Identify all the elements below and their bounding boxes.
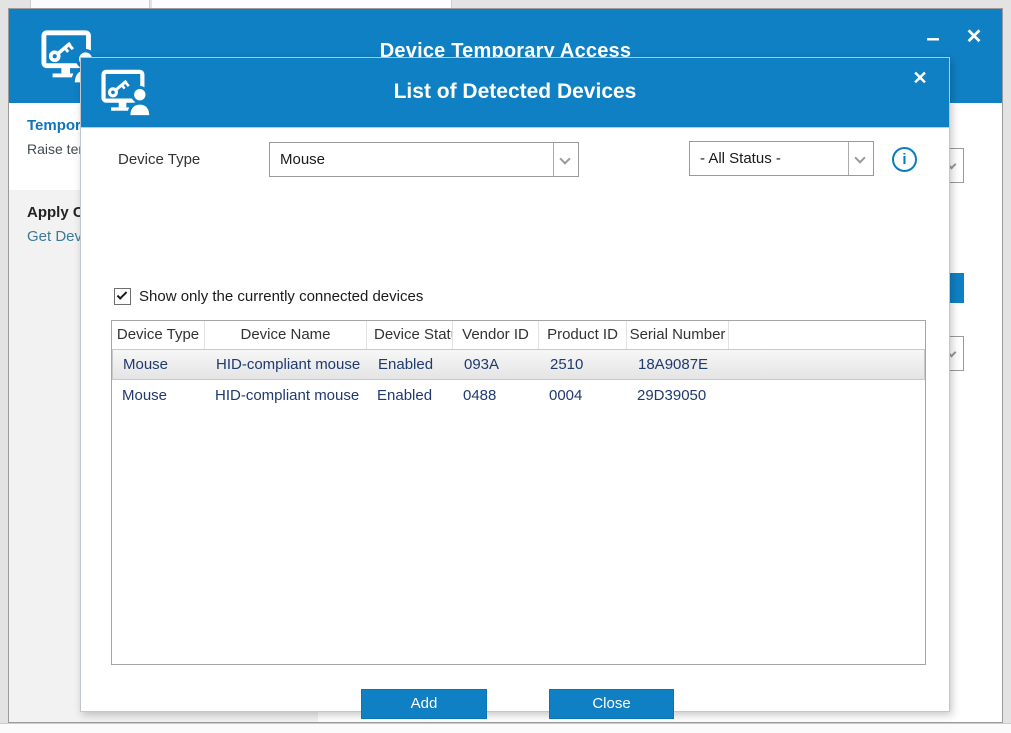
column-header-device-status[interactable]: Device Status (367, 321, 453, 349)
dialog-titlebar: List of Detected Devices ✕ (81, 58, 949, 128)
status-filter-dropdown[interactable]: - All Status - (689, 141, 874, 176)
background-window-edge-top (0, 0, 1011, 8)
chevron-down-icon (559, 153, 571, 165)
column-header-device-type[interactable]: Device Type (112, 321, 205, 349)
cell-device-name: HID-compliant mouse (215, 387, 360, 404)
show-connected-checkbox[interactable] (114, 288, 131, 305)
cell-vendor-id: 0488 (463, 387, 497, 404)
table-row[interactable]: Mouse HID-compliant mouse Enabled 093A 2… (112, 349, 925, 380)
minimize-button[interactable]: – (926, 25, 940, 52)
column-header-vendor-id[interactable]: Vendor ID (453, 321, 539, 349)
sidebar-item-subtitle: Raise ten (27, 141, 87, 157)
status-selected-value: - All Status - (700, 150, 781, 167)
column-header-serial-number[interactable]: Serial Number (627, 321, 729, 349)
cell-serial-number: 29D39050 (637, 387, 707, 404)
device-type-label: Device Type (118, 151, 201, 168)
close-window-button[interactable]: ✕ (965, 26, 983, 48)
background-tab-edge (152, 0, 452, 8)
sidebar-item-subtitle: Get Devi (27, 228, 86, 245)
close-dialog-button[interactable]: ✕ (912, 68, 928, 88)
column-header-device-name[interactable]: Device Name (205, 321, 367, 349)
add-button[interactable]: Add (361, 689, 487, 719)
table-header-row: Device Type Device Name Device Status Ve… (112, 321, 925, 349)
window-title: Device Temporary Access (379, 40, 632, 62)
cell-device-type: Mouse (123, 356, 169, 373)
column-header-filler (729, 321, 925, 349)
dropdown-arrow-button[interactable] (848, 142, 873, 175)
column-header-product-id[interactable]: Product ID (539, 321, 627, 349)
cell-device-status: Enabled (377, 387, 433, 404)
chevron-down-icon (854, 152, 866, 164)
cell-device-type: Mouse (122, 387, 168, 404)
detected-devices-table: Device Type Device Name Device Status Ve… (111, 320, 926, 665)
device-type-selected-value: Mouse (280, 151, 326, 168)
background-window-edge-bottom (0, 723, 1011, 733)
close-button[interactable]: Close (549, 689, 674, 719)
dialog-body: Device Type Mouse - All Status - i Show … (81, 128, 949, 719)
sidebar-item-title: Apply Co (27, 204, 93, 221)
cell-device-status: Enabled (378, 356, 434, 373)
table-row[interactable]: Mouse HID-compliant mouse Enabled 0488 0… (112, 380, 925, 411)
cell-product-id: 2510 (550, 356, 584, 373)
checkmark-icon (116, 289, 128, 300)
device-type-dropdown[interactable]: Mouse (269, 142, 579, 177)
background-tab-edge (30, 0, 150, 8)
dropdown-arrow-button[interactable] (553, 143, 578, 176)
detected-devices-dialog: List of Detected Devices ✕ Device Type M… (80, 57, 950, 719)
cell-device-name: HID-compliant mouse (216, 356, 361, 373)
cell-vendor-id: 093A (464, 356, 500, 373)
info-icon[interactable]: i (892, 147, 917, 172)
dialog-title: List of Detected Devices (393, 80, 637, 103)
checkbox-label: Show only the currently connected device… (139, 288, 424, 305)
device-access-dialog-icon (101, 69, 153, 117)
cell-product-id: 0004 (549, 387, 583, 404)
cell-serial-number: 18A9087E (638, 356, 709, 373)
sidebar-item-title: Tempora (27, 117, 90, 134)
